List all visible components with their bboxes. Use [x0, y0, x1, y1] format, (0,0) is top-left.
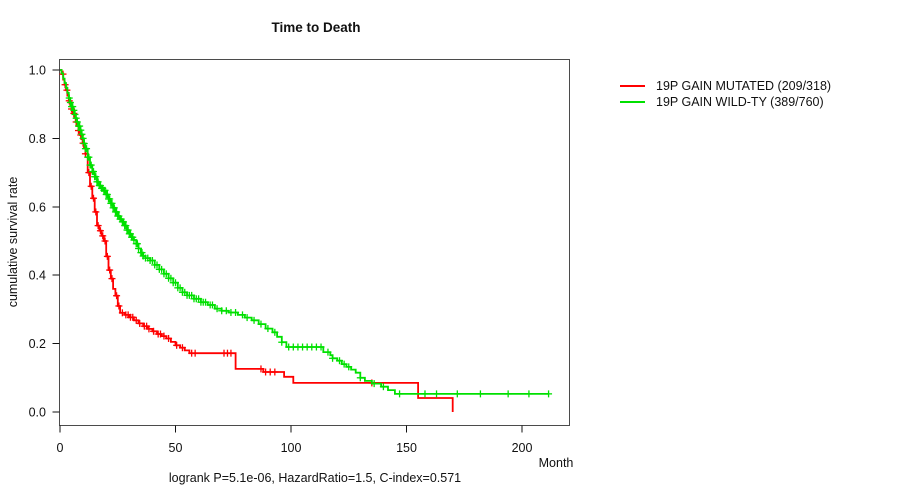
x-tick-label: 100 [281, 441, 302, 455]
survival-curve-19p-gain-wild-ty [60, 69, 553, 398]
legend-label: 19P GAIN MUTATED (209/318) [656, 79, 832, 93]
legend-label: 19P GAIN WILD-TY (389/760) [656, 95, 824, 109]
stats-annotation: logrank P=5.1e-06, HazardRatio=1.5, C-in… [168, 471, 462, 485]
axis-ticks [52, 69, 523, 433]
y-tick-label: 1.0 [29, 64, 46, 78]
censor-marks [59, 70, 376, 387]
plot-box [59, 59, 570, 426]
censor-marks [65, 94, 553, 398]
legend-line-swatch-red [620, 85, 645, 87]
x-axis-label: Month [538, 456, 574, 470]
x-tick-label: 0 [57, 441, 64, 455]
legend: 19P GAIN MUTATED (209/318) 19P GAIN WILD… [620, 78, 831, 110]
y-tick-label: 0.0 [29, 406, 46, 420]
km-step-line [60, 69, 549, 395]
chart-title: Time to Death [271, 20, 361, 35]
y-tick-label: 0.6 [29, 200, 46, 214]
km-step-line [60, 69, 454, 412]
y-tick-label: 0.2 [29, 337, 46, 351]
x-tick-label: 200 [512, 441, 533, 455]
y-tick-label: 0.4 [29, 269, 46, 283]
legend-item-wild-ty: 19P GAIN WILD-TY (389/760) [620, 94, 831, 110]
y-tick-label: 0.8 [29, 132, 46, 146]
x-tick-label: 150 [396, 441, 417, 455]
legend-line-swatch-green [620, 101, 645, 103]
survival-curve-19p-gain-mutated [59, 69, 454, 412]
x-tick-label: 50 [169, 441, 183, 455]
legend-item-mutated: 19P GAIN MUTATED (209/318) [620, 78, 831, 94]
tick-labels: 0.0 0.2 0.4 0.6 0.8 1.0 0 50 100 150 200 [29, 64, 533, 456]
